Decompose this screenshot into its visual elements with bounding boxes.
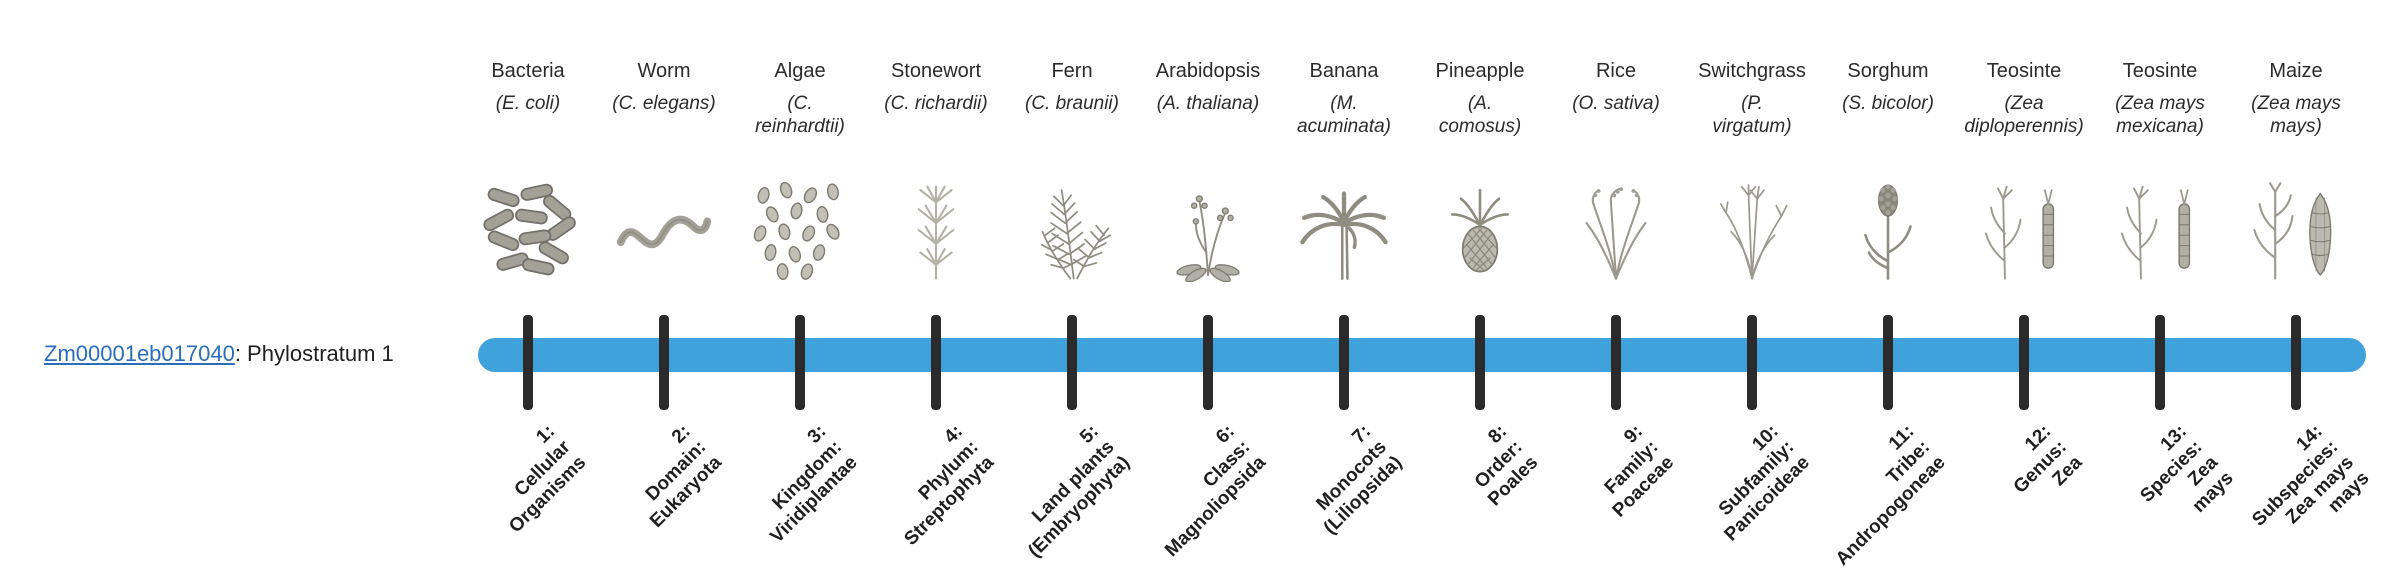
organism-scientific-name: (Zea diploperennis) — [1964, 93, 2084, 137]
maize-illustration — [2244, 170, 2348, 284]
organism-scientific-name: (P. virgatum) — [1712, 93, 1792, 137]
stratum-column: Stonewort (C. richardii) 4: Phylum: Stre… — [861, 0, 1011, 580]
timeline-tick — [1883, 315, 1893, 410]
timeline-tick — [2291, 315, 2301, 410]
organism-common-name: Maize — [2269, 60, 2323, 82]
stratum-label: 2: Domain: Eukaryota — [641, 421, 726, 532]
organism-common-name: Arabidopsis — [1155, 60, 1261, 82]
timeline-tick — [795, 315, 805, 410]
organism-common-name: Rice — [1595, 60, 1636, 82]
organism-common-name: Teosinte — [2122, 60, 2198, 82]
timeline-tick — [2019, 315, 2029, 410]
organism-common-name: Pineapple — [1435, 60, 1525, 82]
organism-common-name: Bacteria — [491, 60, 565, 82]
stratum-column: Worm (C. elegans) 2: Domain: Eukaryota — [589, 0, 739, 580]
organism-scientific-name: (E. coli) — [495, 93, 561, 114]
timeline-tick — [1475, 315, 1485, 410]
timeline-bar — [478, 338, 2366, 372]
organism-common-name: Banana — [1309, 60, 1379, 82]
stratum-column: Arabidopsis (A. thaliana) 6: Class: Magn… — [1133, 0, 1283, 580]
timeline-tick — [1747, 315, 1757, 410]
timeline-tick — [1339, 315, 1349, 410]
organism-common-name: Stonewort — [890, 60, 982, 82]
organism-common-name: Worm — [637, 60, 691, 82]
stratum-label: 12: Genus: Zea — [2009, 421, 2086, 498]
organism-common-name: Switchgrass — [1698, 60, 1806, 82]
stratum-label: 10: Subfamily: Panicoideae — [1714, 421, 1814, 546]
stratum-label: 9: Family: Poaceae — [1600, 421, 1678, 522]
stratum-label: 14: Subspecies: Zea mays mays — [2248, 421, 2374, 531]
organism-common-name: Fern — [1051, 60, 1093, 82]
timeline-tick — [659, 315, 669, 410]
stratum-label: 4: Phylum: Streptophyta — [900, 421, 998, 550]
algae-illustration — [748, 170, 852, 284]
stratum-label: 5: Land plants (Embryophyta) — [1024, 421, 1134, 562]
organism-scientific-name: (C. braunii) — [1025, 93, 1119, 114]
stratum-label: 1: Cellular Organisms — [504, 421, 590, 538]
stratum-column: Sorghum (S. bicolor) 11: Tribe: Andropog… — [1813, 0, 1963, 580]
pineapple-illustration — [1428, 170, 1532, 284]
stratum-label: 11: Tribe: Andropogoneae — [1832, 421, 1950, 570]
timeline-tick — [1203, 315, 1213, 410]
fern-illustration — [1020, 170, 1124, 284]
organism-scientific-name: (C. richardii) — [884, 93, 988, 114]
organism-scientific-name: (C. elegans) — [612, 93, 716, 114]
timeline-tick — [931, 315, 941, 410]
stratum-column: Switchgrass (P. virgatum) 10: Subfamily:… — [1677, 0, 1827, 580]
organism-scientific-name: (Zea mays mays) — [2251, 93, 2341, 137]
gene-label: Zm00001eb017040: Phylostratum 1 — [44, 341, 394, 367]
stratum-label: 6: Class: Magnoliopsida — [1161, 421, 1270, 562]
worm-illustration — [612, 170, 716, 284]
banana-illustration — [1292, 170, 1396, 284]
gene-phylostratum-text: : Phylostratum 1 — [234, 341, 394, 366]
timeline-tick — [2155, 315, 2165, 410]
timeline-tick — [1611, 315, 1621, 410]
organism-scientific-name: (Zea mays mexicana) — [2115, 93, 2205, 137]
teosinte-illustration — [1972, 170, 2076, 284]
arabidopsis-illustration — [1156, 170, 1260, 284]
stratum-column: Fern (C. braunii) 5: Land plants (Embryo… — [997, 0, 1147, 580]
timeline-tick — [1067, 315, 1077, 410]
organism-common-name: Teosinte — [1986, 60, 2062, 82]
stratum-column: Rice (O. sativa) 9: Family: Poaceae — [1541, 0, 1691, 580]
stratum-column: Bacteria (E. coli) 1: Cellular Organisms — [453, 0, 603, 580]
stratum-label: 3: Kingdom: Viridiplantae — [766, 421, 862, 548]
teosinte-illustration — [2108, 170, 2212, 284]
organism-scientific-name: (A. thaliana) — [1156, 93, 1260, 114]
stratum-column: Algae (C. reinhardtii) 3: Kingdom: Virid… — [725, 0, 875, 580]
stratum-label: 8: Order: Poales — [1470, 421, 1542, 511]
stratum-column: Pineapple (A. comosus) 8: Order: Poales — [1405, 0, 1555, 580]
organism-scientific-name: (M. acuminata) — [1297, 93, 1391, 137]
organism-common-name: Sorghum — [1847, 60, 1929, 82]
gene-link[interactable]: Zm00001eb017040 — [44, 341, 235, 366]
rice-illustration — [1564, 170, 1668, 284]
bacteria-illustration — [476, 170, 580, 284]
organism-common-name: Algae — [774, 60, 826, 82]
stonewort-illustration — [884, 170, 988, 284]
stratum-column: Maize (Zea mays mays) 14: Subspecies: Ze… — [2221, 0, 2374, 580]
stratum-column: Teosinte (Zea diploperennis) 12: Genus: … — [1949, 0, 2099, 580]
organism-scientific-name: (O. sativa) — [1572, 93, 1660, 114]
organism-scientific-name: (S. bicolor) — [1842, 93, 1934, 114]
stratum-label: 7: Monocots (Liliopsida) — [1312, 421, 1406, 539]
timeline-tick — [523, 315, 533, 410]
organism-scientific-name: (A. comosus) — [1438, 93, 1522, 137]
stratum-column: Teosinte (Zea mays mexicana) 13: Species… — [2085, 0, 2237, 580]
stratum-column: Banana (M. acuminata) 7: Monocots (Lilio… — [1269, 0, 1419, 580]
sorghum-illustration — [1836, 170, 1940, 284]
switchgrass-illustration — [1700, 170, 1804, 284]
organism-scientific-name: (C. reinhardtii) — [755, 93, 845, 137]
